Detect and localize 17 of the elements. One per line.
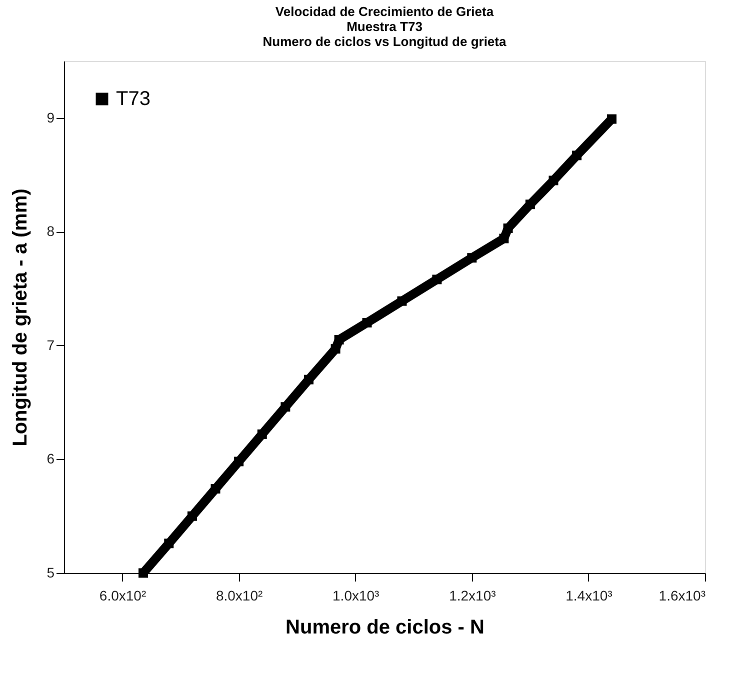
text: Numero de ciclos vs Longitud de grieta	[262, 34, 506, 49]
y-tick-label: 9	[46, 109, 55, 126]
y-tick-label: 8	[46, 223, 55, 240]
x-tick-label: 1.4x10³	[566, 588, 613, 604]
y-tick-label: 7	[46, 336, 55, 353]
x-tick-label: 8.0x10²	[216, 588, 263, 604]
x-tick-label: 6.0x10²	[99, 588, 146, 604]
x-tick-label: 1.0x10³	[332, 588, 380, 604]
y-tick-label: 5	[46, 564, 55, 580]
legend-label: T73	[116, 88, 150, 110]
y-axis-title: Longitud de grieta - a (mm)	[10, 188, 32, 446]
text: Muestra T73	[346, 19, 422, 34]
x-axis-title: Numero de ciclos - N	[286, 616, 484, 638]
y-tick-label: 6	[46, 450, 55, 467]
x-tick-label: 1.6x10³	[658, 588, 706, 604]
text: Velocidad de Crecimiento de Grieta	[275, 4, 494, 19]
x-tick-label: 1.2x10³	[449, 588, 496, 604]
